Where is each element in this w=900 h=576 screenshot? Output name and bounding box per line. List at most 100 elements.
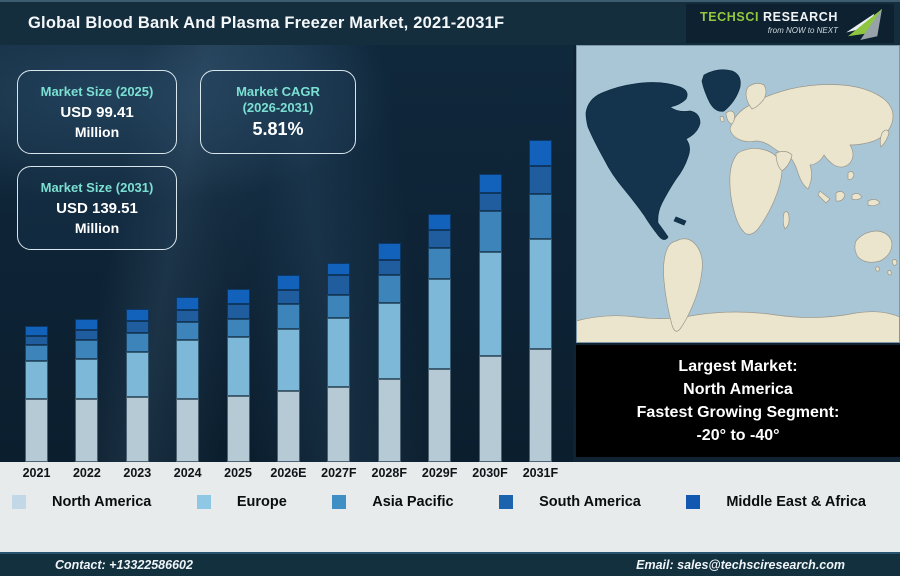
world-map bbox=[576, 45, 900, 343]
bar-segment-middle-east-africa bbox=[75, 319, 99, 330]
bar-segment-middle-east-africa bbox=[528, 140, 552, 166]
market-size-2031-box: Market Size (2031) USD 139.51 Million bbox=[17, 166, 177, 250]
x-axis-label-slot: 2027F bbox=[321, 466, 356, 480]
bar-segment-middle-east-africa bbox=[377, 243, 401, 260]
x-axis-label: 2023 bbox=[123, 466, 152, 480]
techsci-logo: TechSci Research from NOW to NEXT bbox=[685, 4, 894, 43]
bar-segment-europe bbox=[327, 318, 351, 387]
bar-segment-europe bbox=[125, 352, 149, 397]
info-box-value: USD 99.41 bbox=[60, 103, 134, 121]
bar-segment-middle-east-africa bbox=[25, 326, 48, 336]
bar-segment-asia-pacific bbox=[176, 322, 200, 340]
info-box-title: Market Size (2025) bbox=[40, 84, 154, 100]
page-title: Global Blood Bank And Plasma Freezer Mar… bbox=[28, 14, 505, 32]
bar-2023 bbox=[125, 309, 149, 462]
bar-2028F bbox=[377, 243, 401, 462]
info-box-title: Market Size (2031) bbox=[40, 180, 154, 196]
map-north-america-highlight bbox=[585, 69, 741, 240]
bar-2029F bbox=[428, 214, 452, 462]
legend-item-middle-east-africa: Middle East & Africa bbox=[686, 494, 866, 510]
bar-segment-asia-pacific bbox=[276, 304, 300, 329]
info-box-title: Market CAGR (2026-2031) bbox=[236, 84, 320, 117]
arrow-icon bbox=[846, 8, 882, 40]
bar-segment-europe bbox=[25, 361, 48, 399]
info-box-value: USD 139.51 bbox=[56, 199, 138, 217]
bar-segment-asia-pacific bbox=[377, 275, 401, 303]
stacked-bar-chart bbox=[25, 45, 552, 462]
x-axis-label-slot: 2029F bbox=[422, 466, 457, 480]
bar-segment-middle-east-africa bbox=[226, 289, 250, 304]
legend-swatch bbox=[499, 495, 514, 509]
legend-label: North America bbox=[52, 494, 152, 510]
cagr-title-line2: (2026-2031) bbox=[242, 100, 314, 115]
info-box-unit: Million bbox=[74, 123, 120, 140]
legend-swatch bbox=[686, 495, 701, 509]
x-axis-label-slot: 2028F bbox=[372, 466, 407, 480]
header: Global Blood Bank And Plasma Freezer Mar… bbox=[0, 2, 900, 45]
x-axis-label-slot: 2021 bbox=[23, 466, 51, 480]
x-axis-label: 2026E bbox=[270, 466, 307, 480]
callout-line: Largest Market: bbox=[678, 358, 798, 375]
bar-segment-south-america bbox=[125, 321, 149, 333]
legend-swatch bbox=[196, 495, 211, 509]
x-axis-labels: 2021 2022 2023 2024 2025 2026E 2027F 2028F 2029F… bbox=[0, 462, 573, 480]
chart-legend: North America Europe Asia Pacific South Ame… bbox=[0, 494, 900, 510]
bottom-strip: 2021 2022 2023 2024 2025 2026E 2027F 2028F 2029F… bbox=[0, 462, 900, 552]
bar-segment-south-america bbox=[75, 330, 99, 340]
bar-2031F bbox=[528, 140, 552, 462]
logo-brand: TechSci Research bbox=[699, 10, 838, 25]
legend-label: South America bbox=[539, 494, 641, 510]
bar-segment-asia-pacific bbox=[226, 319, 250, 337]
x-axis-label: 2030F bbox=[472, 466, 508, 480]
x-axis-label: 2024 bbox=[173, 466, 202, 480]
bar-segment-asia-pacific bbox=[428, 248, 452, 279]
bar-segment-europe bbox=[478, 252, 502, 356]
logo-brand-primary: TechSci bbox=[699, 10, 760, 25]
callout-line: North America bbox=[683, 381, 793, 398]
callout-line: -20° to -40° bbox=[696, 427, 780, 444]
x-axis-label-slot: 2022 bbox=[73, 466, 101, 480]
legend-label: Asia Pacific bbox=[372, 494, 454, 510]
logo-brand-secondary: Research bbox=[763, 10, 838, 25]
bar-2021 bbox=[25, 326, 48, 462]
bar-segment-north-america bbox=[25, 399, 48, 462]
info-box-value: 5.81% bbox=[252, 119, 304, 140]
bar-segment-asia-pacific bbox=[478, 211, 502, 252]
legend-item-south-america: South America bbox=[499, 494, 641, 510]
bar-segment-south-america bbox=[327, 275, 351, 295]
logo-text: TechSci Research from NOW to NEXT bbox=[699, 10, 838, 36]
x-axis-label-slot: 2026E bbox=[270, 466, 306, 480]
x-axis-label-slot: 2023 bbox=[123, 466, 152, 480]
legend-swatch bbox=[12, 495, 26, 509]
bar-segment-north-america bbox=[428, 369, 452, 462]
bar-segment-south-america bbox=[428, 230, 452, 248]
x-axis-label: 2031F bbox=[522, 466, 559, 480]
x-axis-label: 2025 bbox=[224, 466, 252, 480]
bar-segment-middle-east-africa bbox=[478, 174, 502, 193]
bar-segment-south-america bbox=[176, 310, 200, 322]
chart-panel: Market Size (2025) USD 99.41 Million Mar… bbox=[0, 45, 573, 462]
bar-2027F bbox=[327, 263, 351, 462]
x-axis-label-slot: 2031F bbox=[523, 466, 558, 480]
bar-segment-south-america bbox=[377, 260, 401, 275]
x-axis-label-slot: 2030F bbox=[472, 466, 507, 480]
legend-item-asia-pacific: Asia Pacific bbox=[332, 494, 454, 510]
bar-segment-north-america bbox=[75, 399, 99, 462]
bar-2022 bbox=[75, 319, 99, 462]
map-panel: Largest Market: North America Fastest Gr… bbox=[573, 45, 900, 462]
map-land bbox=[576, 83, 900, 343]
largest-market-callout: Largest Market: North America Fastest Gr… bbox=[576, 345, 900, 457]
bar-segment-asia-pacific bbox=[528, 194, 552, 239]
legend-item-north-america: North America bbox=[12, 494, 151, 510]
email-info: Email: sales@techsciresearch.com bbox=[636, 558, 845, 572]
bar-segment-south-america bbox=[25, 336, 48, 345]
x-axis-label-slot: 2025 bbox=[224, 466, 252, 480]
legend-swatch bbox=[332, 495, 347, 509]
bar-segment-europe bbox=[75, 359, 99, 399]
bar-segment-asia-pacific bbox=[327, 295, 351, 318]
logo-tagline: from NOW to NEXT bbox=[767, 25, 838, 35]
footer: Contact: +13322586602 Email: sales@techs… bbox=[0, 552, 900, 576]
bar-segment-europe bbox=[176, 340, 200, 399]
bar-2026E bbox=[276, 275, 300, 462]
